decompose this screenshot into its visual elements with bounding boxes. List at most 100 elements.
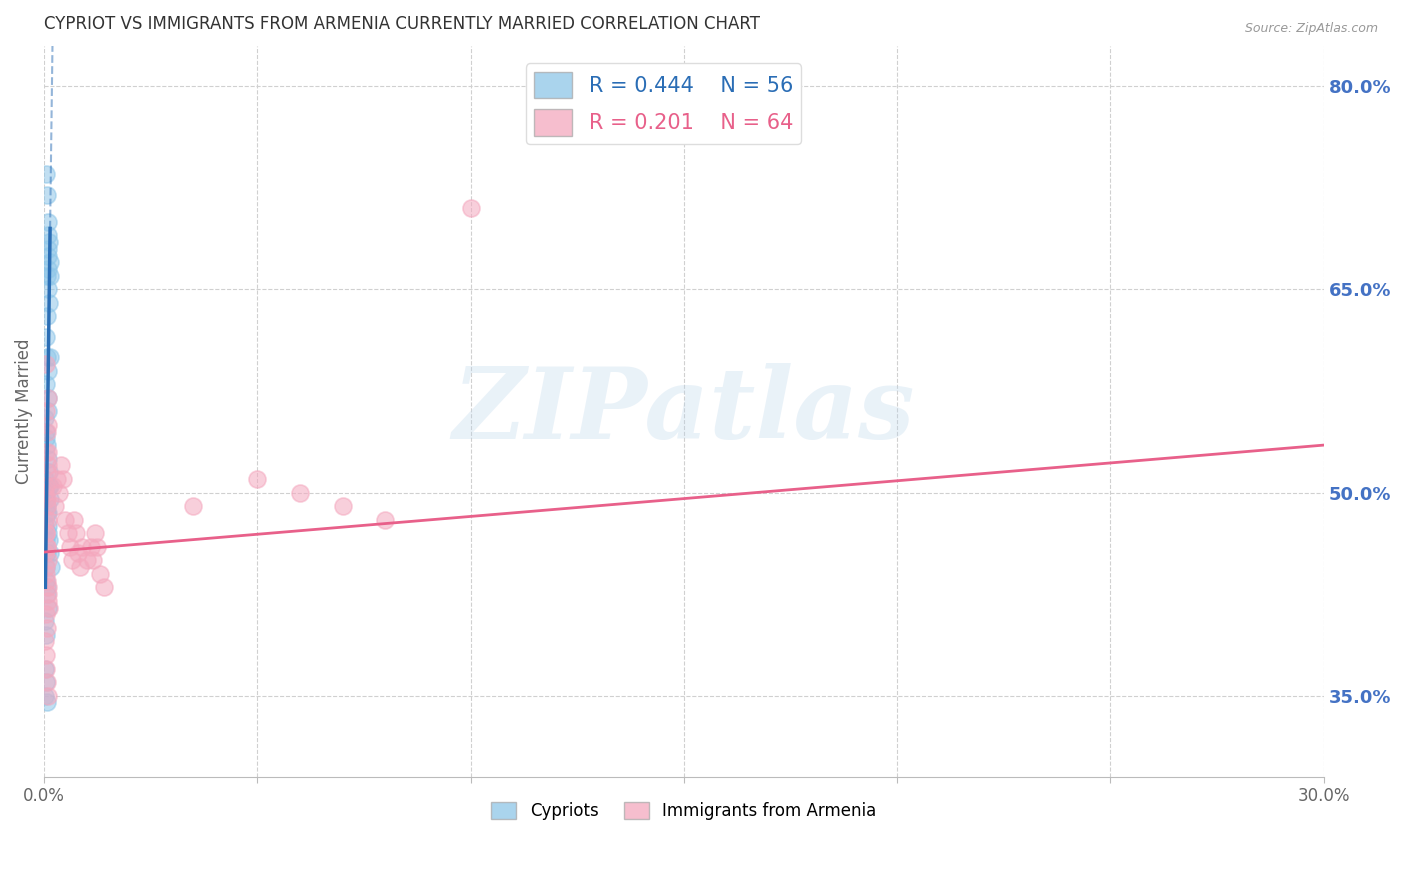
Point xyxy=(35,506,58,520)
Point xyxy=(37,445,59,459)
Point xyxy=(35,431,58,445)
Point xyxy=(38,600,60,615)
Point xyxy=(35,675,58,690)
Point xyxy=(37,526,59,541)
Point xyxy=(39,350,62,364)
Point xyxy=(38,546,60,560)
Point xyxy=(65,526,87,541)
Point xyxy=(93,580,115,594)
Point xyxy=(37,404,59,418)
Point xyxy=(34,411,56,425)
Point xyxy=(51,458,73,473)
Point xyxy=(35,566,58,581)
Point xyxy=(34,661,56,675)
Point xyxy=(35,492,58,507)
Point xyxy=(37,513,59,527)
Point xyxy=(69,560,91,574)
Point xyxy=(34,519,56,533)
Point xyxy=(183,499,205,513)
Point xyxy=(72,540,94,554)
Point xyxy=(37,242,59,256)
Text: ZIPatlas: ZIPatlas xyxy=(453,363,915,459)
Point xyxy=(35,607,58,622)
Text: Source: ZipAtlas.com: Source: ZipAtlas.com xyxy=(1244,22,1378,36)
Point xyxy=(55,513,77,527)
Point xyxy=(37,587,59,601)
Point xyxy=(332,499,354,513)
Point xyxy=(35,445,58,459)
Point xyxy=(60,553,83,567)
Point xyxy=(89,566,111,581)
Point xyxy=(35,546,58,560)
Point xyxy=(38,533,60,547)
Point xyxy=(52,472,75,486)
Point xyxy=(35,526,58,541)
Point xyxy=(38,492,60,507)
Point xyxy=(44,499,66,513)
Point xyxy=(460,201,482,215)
Point xyxy=(35,621,58,635)
Point xyxy=(34,513,56,527)
Point xyxy=(38,465,60,479)
Point xyxy=(45,472,67,486)
Point xyxy=(35,465,58,479)
Point xyxy=(35,526,58,541)
Point xyxy=(246,472,269,486)
Point xyxy=(38,235,60,249)
Point xyxy=(37,282,59,296)
Point xyxy=(374,513,396,527)
Point xyxy=(35,587,58,601)
Point xyxy=(56,526,79,541)
Point xyxy=(35,479,58,493)
Point xyxy=(35,357,58,371)
Point xyxy=(84,526,107,541)
Point xyxy=(35,540,58,554)
Point xyxy=(34,546,56,560)
Point xyxy=(37,451,59,466)
Point xyxy=(38,296,60,310)
Point xyxy=(37,600,59,615)
Point xyxy=(37,689,59,703)
Point xyxy=(35,330,58,344)
Y-axis label: Currently Married: Currently Married xyxy=(15,339,32,484)
Point xyxy=(35,310,58,324)
Point xyxy=(35,438,58,452)
Point xyxy=(39,255,62,269)
Point xyxy=(288,485,311,500)
Point xyxy=(35,268,58,283)
Point xyxy=(59,540,82,554)
Point xyxy=(35,492,58,507)
Point xyxy=(35,540,58,554)
Point xyxy=(37,594,59,608)
Text: CYPRIOT VS IMMIGRANTS FROM ARMENIA CURRENTLY MARRIED CORRELATION CHART: CYPRIOT VS IMMIGRANTS FROM ARMENIA CURRE… xyxy=(44,15,761,33)
Point xyxy=(35,425,58,439)
Point xyxy=(37,248,59,262)
Point xyxy=(35,425,58,439)
Point xyxy=(34,614,56,628)
Point xyxy=(35,661,58,675)
Point xyxy=(35,485,58,500)
Point xyxy=(37,506,59,520)
Point xyxy=(35,167,58,181)
Point xyxy=(34,485,56,500)
Point xyxy=(35,560,58,574)
Point xyxy=(38,479,60,493)
Point xyxy=(80,540,103,554)
Point xyxy=(67,546,90,560)
Legend: Cypriots, Immigrants from Armenia: Cypriots, Immigrants from Armenia xyxy=(485,796,883,827)
Point xyxy=(35,675,58,690)
Point xyxy=(37,391,59,405)
Point xyxy=(41,783,63,797)
Point xyxy=(35,648,58,662)
Point xyxy=(39,560,62,574)
Point xyxy=(35,574,58,588)
Point xyxy=(37,262,59,277)
Point xyxy=(37,417,59,432)
Point xyxy=(37,364,59,378)
Point xyxy=(37,458,59,473)
Point xyxy=(35,404,58,418)
Point xyxy=(35,695,58,709)
Point xyxy=(35,499,58,513)
Point xyxy=(35,533,58,547)
Point xyxy=(35,187,58,202)
